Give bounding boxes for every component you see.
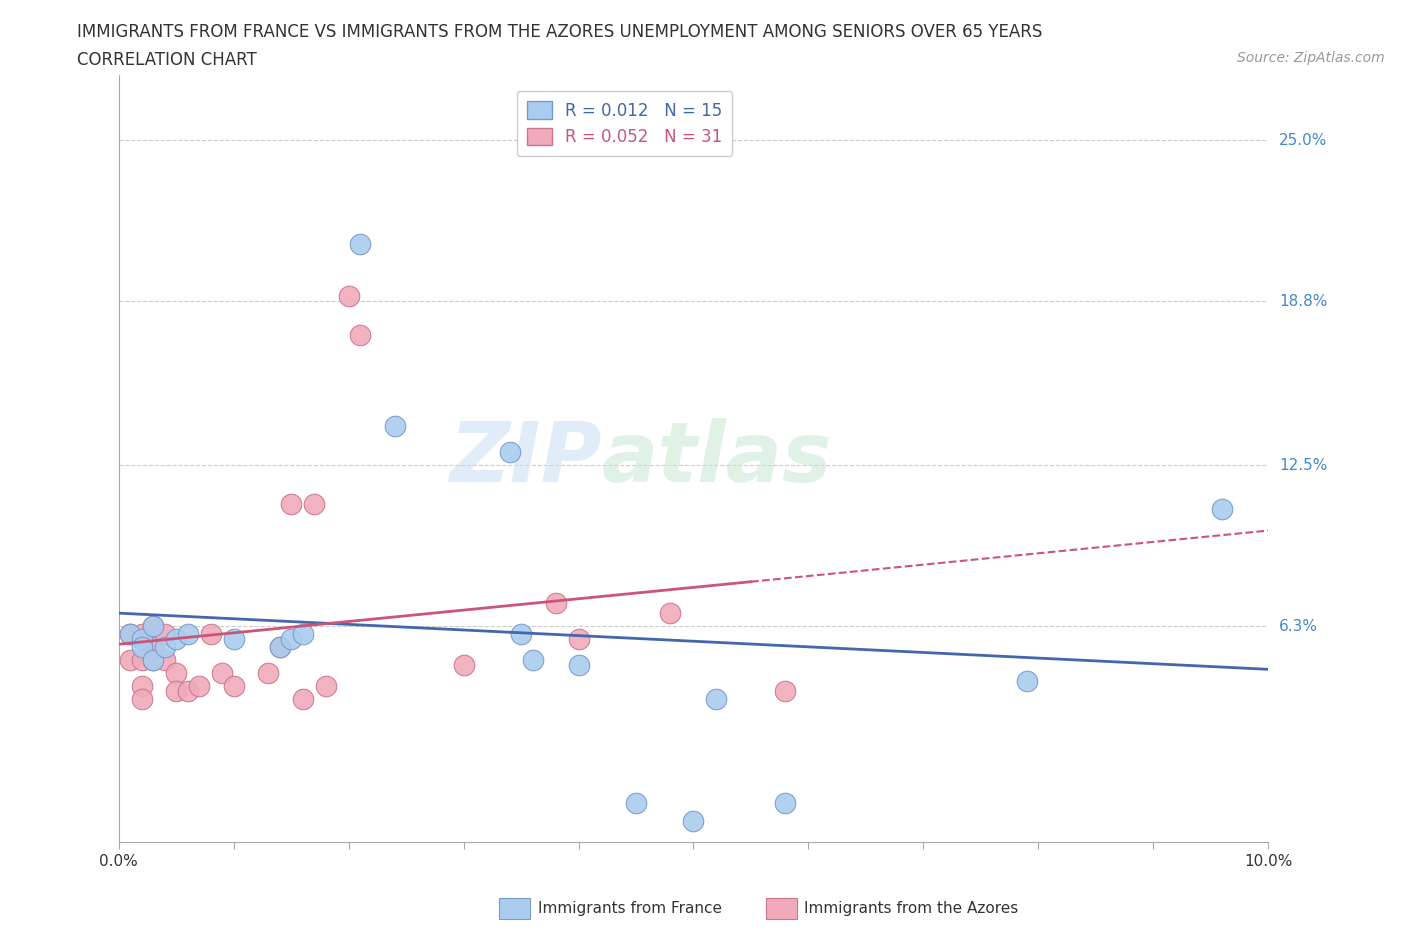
Point: [131, 631, 153, 646]
Point: [624, 795, 647, 810]
Point: [315, 678, 337, 693]
Text: 12.5%: 12.5%: [1279, 458, 1327, 472]
Point: [257, 666, 280, 681]
Point: [453, 658, 475, 672]
Point: [291, 627, 314, 642]
Point: [1211, 502, 1233, 517]
Point: [337, 289, 360, 304]
Point: [131, 691, 153, 706]
Text: atlas: atlas: [602, 418, 832, 499]
Point: [200, 627, 222, 642]
Legend: R = 0.012   N = 15, R = 0.052   N = 31: R = 0.012 N = 15, R = 0.052 N = 31: [517, 91, 733, 156]
Point: [222, 678, 245, 693]
Point: [142, 653, 165, 668]
Point: [567, 658, 589, 672]
Point: [522, 653, 544, 668]
Point: [349, 237, 371, 252]
Point: [775, 684, 797, 698]
Point: [120, 627, 142, 642]
Point: [567, 631, 589, 646]
Point: [131, 653, 153, 668]
Point: [142, 618, 165, 633]
Point: [188, 678, 211, 693]
Point: [177, 627, 200, 642]
Point: [1015, 673, 1038, 688]
Point: [131, 678, 153, 693]
Point: [280, 497, 302, 512]
Point: [302, 497, 325, 512]
Point: [153, 627, 176, 642]
Text: Source: ZipAtlas.com: Source: ZipAtlas.com: [1237, 51, 1385, 65]
Point: [291, 691, 314, 706]
Point: [120, 653, 142, 668]
Point: [269, 640, 291, 655]
Text: 6.3%: 6.3%: [1279, 618, 1319, 633]
Point: [280, 631, 302, 646]
Point: [775, 795, 797, 810]
Point: [498, 445, 520, 459]
Point: [659, 605, 682, 620]
Text: 18.8%: 18.8%: [1279, 294, 1327, 309]
Point: [269, 640, 291, 655]
Point: [165, 684, 187, 698]
Point: [384, 418, 406, 433]
Text: ZIP: ZIP: [449, 418, 602, 499]
Point: [222, 631, 245, 646]
Point: [349, 327, 371, 342]
Text: IMMIGRANTS FROM FRANCE VS IMMIGRANTS FROM THE AZORES UNEMPLOYMENT AMONG SENIORS : IMMIGRANTS FROM FRANCE VS IMMIGRANTS FRO…: [77, 23, 1043, 41]
Point: [165, 631, 187, 646]
Point: [211, 666, 233, 681]
Point: [682, 814, 704, 829]
Point: [131, 640, 153, 655]
Point: [153, 653, 176, 668]
Point: [142, 618, 165, 633]
Text: 25.0%: 25.0%: [1279, 133, 1327, 148]
Text: CORRELATION CHART: CORRELATION CHART: [77, 51, 257, 69]
Point: [177, 684, 200, 698]
Text: Immigrants from France: Immigrants from France: [538, 901, 723, 916]
Point: [706, 691, 728, 706]
Point: [142, 640, 165, 655]
Point: [142, 653, 165, 668]
Point: [153, 640, 176, 655]
Point: [165, 666, 187, 681]
Text: Immigrants from the Azores: Immigrants from the Azores: [804, 901, 1018, 916]
Point: [510, 627, 533, 642]
Point: [120, 627, 142, 642]
Point: [131, 627, 153, 642]
Point: [544, 595, 567, 610]
